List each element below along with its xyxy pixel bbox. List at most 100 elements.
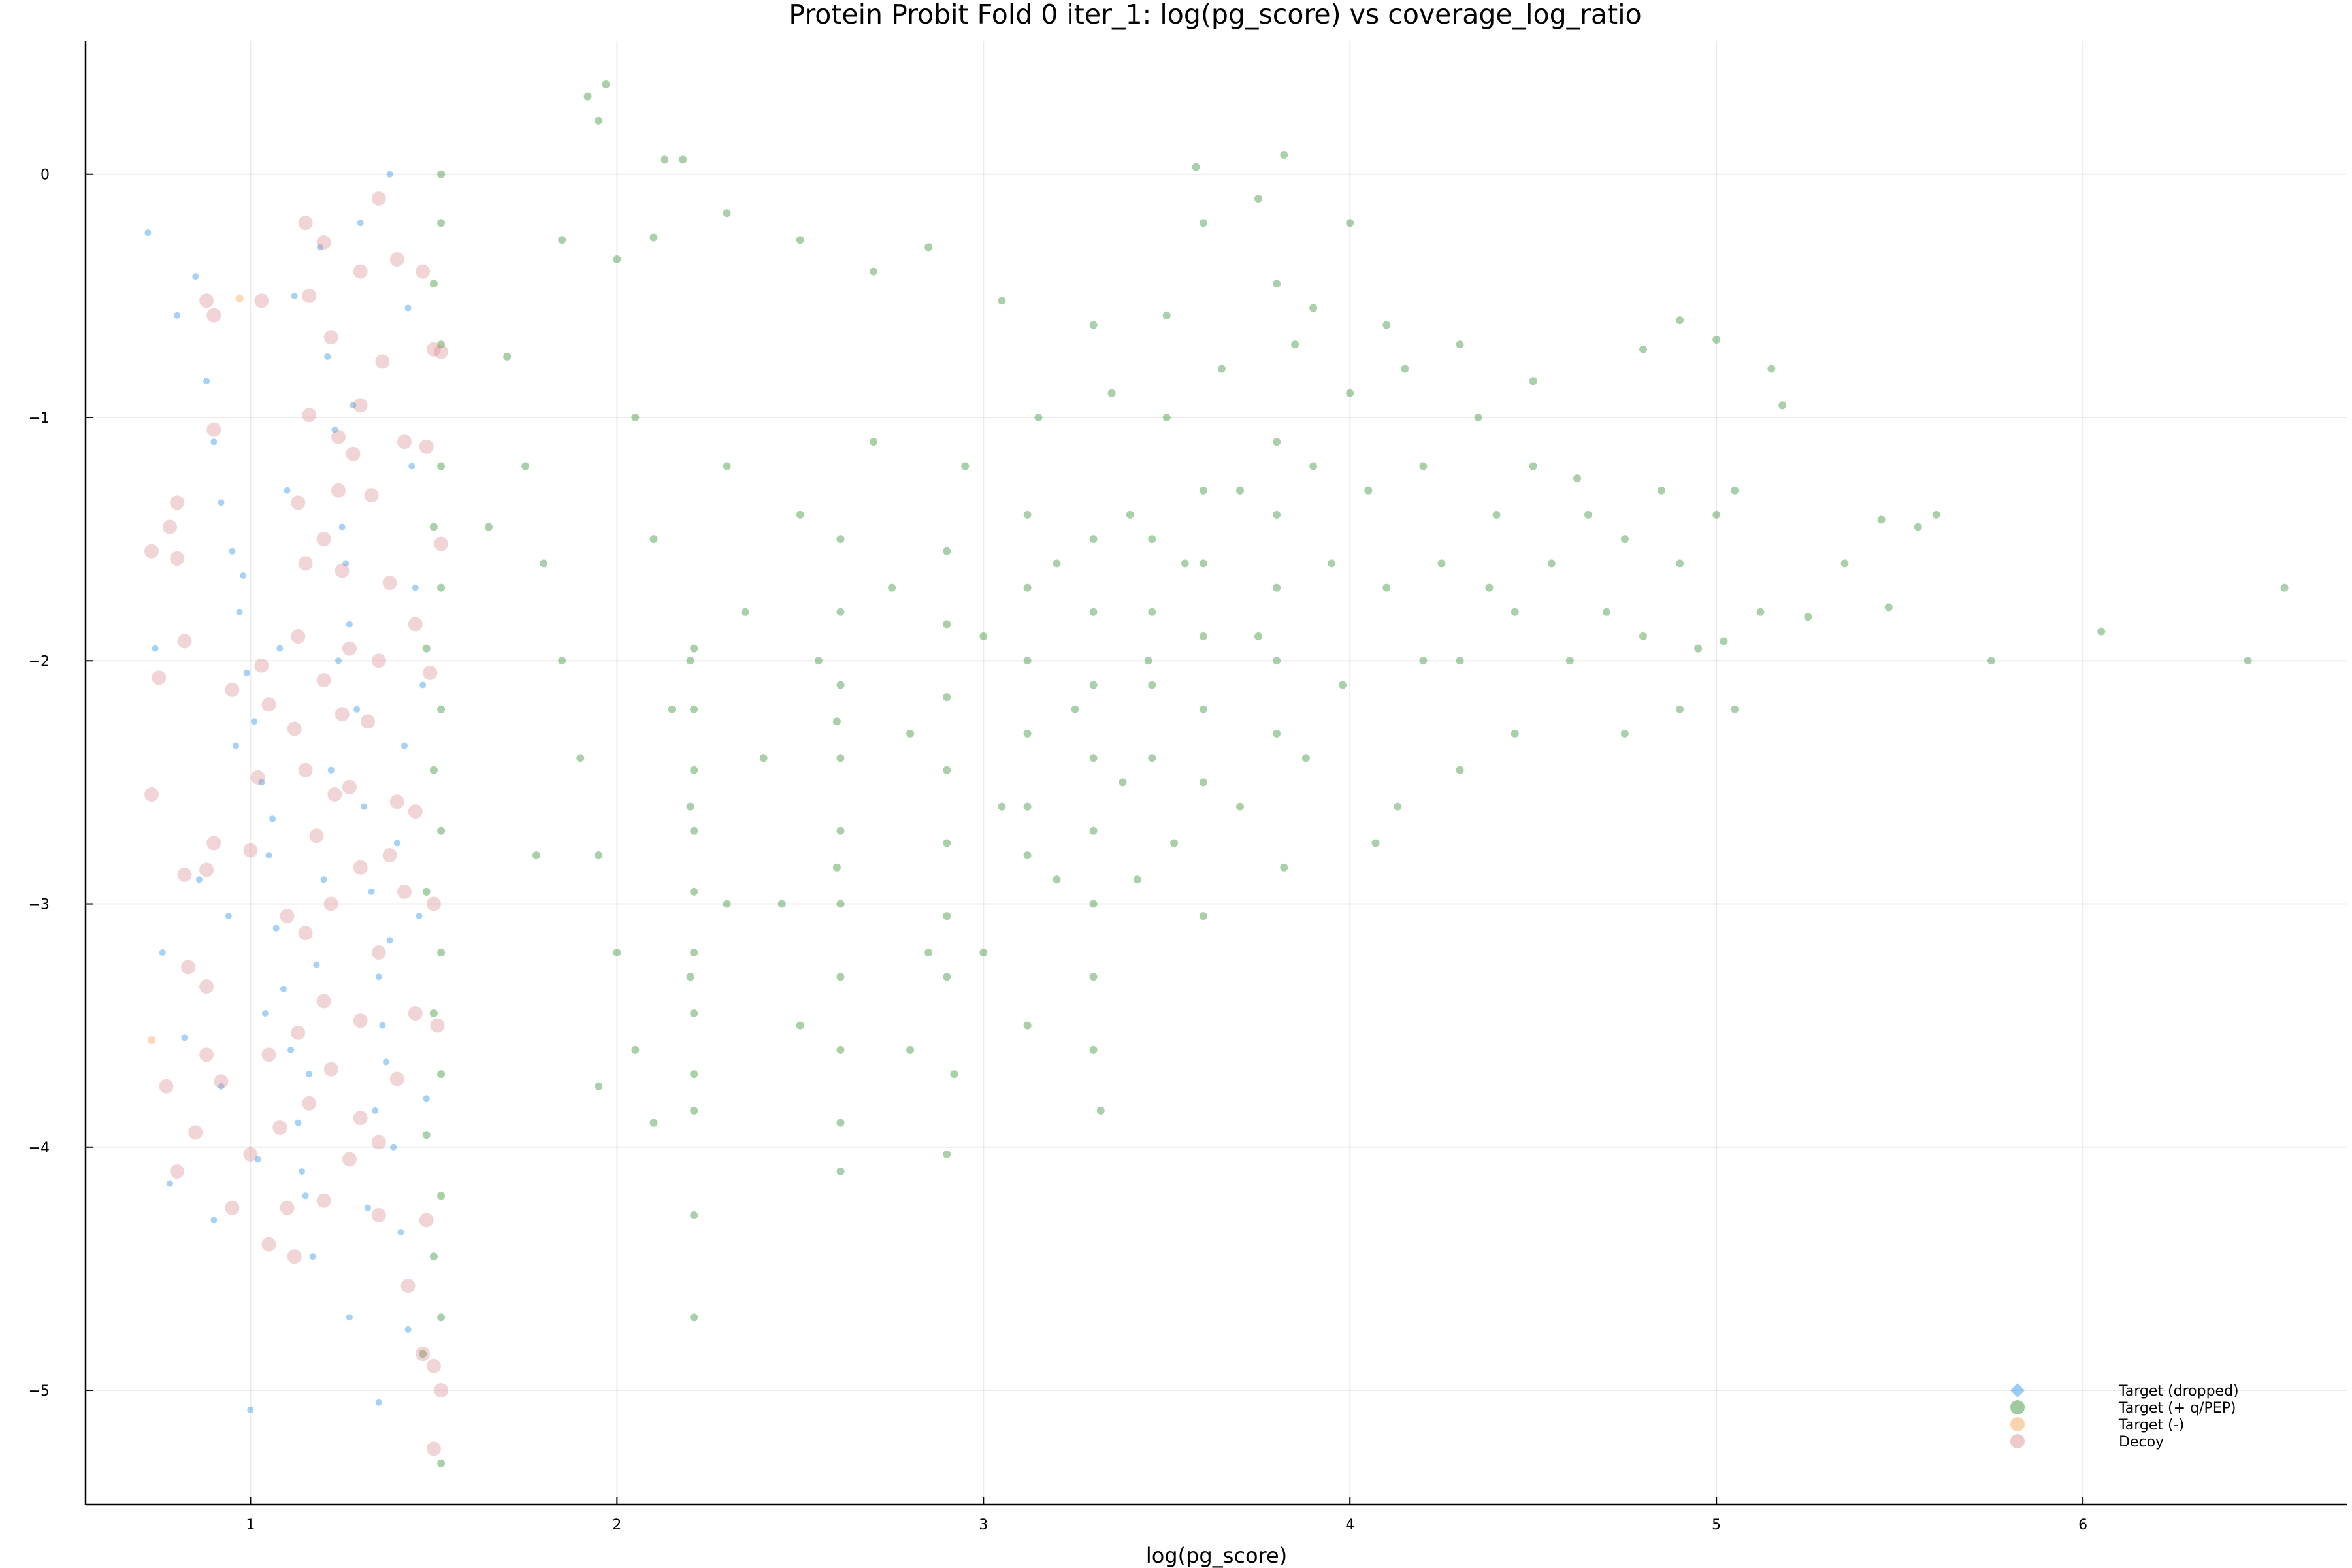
data-point [408, 804, 423, 819]
series-target-q-pep [419, 80, 2289, 1467]
data-point [144, 787, 159, 802]
data-point [386, 937, 393, 944]
data-point [1254, 195, 1262, 203]
data-point [302, 408, 317, 423]
data-point [416, 264, 431, 279]
data-point [243, 843, 258, 858]
data-point [1096, 1106, 1105, 1115]
data-point [888, 583, 896, 592]
data-point [316, 532, 331, 547]
data-point [434, 344, 449, 359]
data-point [181, 960, 196, 975]
data-point [1639, 345, 1647, 353]
data-point [1884, 603, 1893, 612]
data-point [430, 1018, 445, 1033]
data-point [690, 826, 698, 835]
data-point [429, 1009, 438, 1017]
data-point [206, 308, 221, 323]
data-point [1280, 863, 1288, 872]
data-point [408, 1006, 423, 1021]
data-point [532, 851, 540, 860]
data-point [346, 446, 361, 461]
data-point [832, 863, 841, 872]
data-point [906, 729, 915, 738]
data-point [1023, 851, 1032, 860]
data-point [521, 462, 530, 470]
data-point [170, 551, 185, 566]
data-point [759, 754, 768, 762]
data-point [203, 378, 210, 385]
data-point [1382, 583, 1391, 592]
data-point [210, 438, 218, 446]
data-point [210, 1217, 218, 1224]
data-point [1401, 365, 1409, 373]
data-point [199, 1047, 214, 1062]
data-point [144, 544, 159, 559]
data-point [323, 896, 338, 911]
data-point [163, 519, 177, 534]
data-point [583, 92, 592, 101]
data-point [429, 1252, 438, 1261]
data-point [159, 1079, 174, 1094]
data-point [943, 973, 951, 981]
data-point [1371, 839, 1380, 847]
data-point [1676, 559, 1684, 568]
data-point [1089, 535, 1098, 544]
x-tick-label: 5 [1712, 1517, 1721, 1533]
data-point [261, 1237, 276, 1252]
data-point [346, 1314, 353, 1321]
data-point [309, 828, 324, 843]
data-point [360, 714, 375, 729]
data-point [1419, 657, 1428, 665]
grid [86, 41, 2347, 1505]
data-point [426, 1358, 441, 1373]
data-point [540, 559, 548, 568]
data-point [353, 1013, 368, 1028]
data-point [379, 1022, 386, 1029]
data-point [280, 985, 287, 992]
data-point [258, 779, 265, 786]
data-point [943, 912, 951, 921]
data-point [412, 584, 419, 591]
data-point [1089, 826, 1098, 835]
data-point [298, 926, 313, 941]
data-point [416, 913, 423, 920]
data-point [1620, 535, 1629, 544]
data-point [950, 1070, 958, 1079]
data-point [777, 900, 786, 908]
data-point [404, 1326, 412, 1333]
data-point [316, 235, 331, 250]
data-point [1756, 608, 1765, 616]
data-point [243, 669, 250, 676]
data-point [836, 535, 845, 544]
data-point [254, 293, 269, 308]
data-point [836, 1119, 845, 1127]
data-point [375, 1399, 382, 1406]
data-point [225, 913, 232, 920]
data-point [364, 1204, 371, 1211]
data-point [943, 1150, 951, 1158]
data-point [401, 742, 408, 749]
data-point [181, 1034, 188, 1041]
data-point [419, 1350, 427, 1358]
data-point [870, 267, 877, 276]
data-point [437, 1070, 446, 1079]
data-point [199, 862, 214, 877]
data-point [316, 1193, 331, 1208]
data-point [668, 705, 676, 713]
data-point [400, 1279, 416, 1293]
legend-marker [2010, 1434, 2025, 1448]
data-point [576, 754, 585, 762]
data-point [723, 462, 731, 470]
data-point [1273, 280, 1281, 288]
data-point [174, 312, 181, 319]
data-point [236, 608, 243, 615]
data-point [998, 297, 1006, 305]
data-point [690, 766, 698, 774]
data-point [1676, 705, 1684, 713]
data-point [1492, 510, 1501, 519]
data-point [1309, 304, 1318, 312]
data-point [437, 462, 446, 470]
data-point [485, 523, 493, 531]
data-point [661, 155, 669, 164]
